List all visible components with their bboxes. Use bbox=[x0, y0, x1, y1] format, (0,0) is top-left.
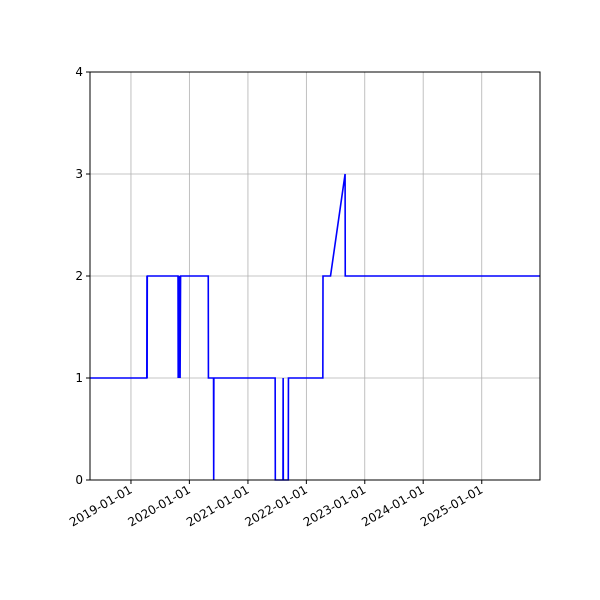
x-tick-label: 2024-01-01 bbox=[359, 482, 426, 529]
y-tick-label: 4 bbox=[75, 65, 83, 79]
y-tick-label: 3 bbox=[75, 167, 83, 181]
x-tick-label: 2025-01-01 bbox=[418, 482, 485, 529]
x-tick-label: 2020-01-01 bbox=[125, 482, 192, 529]
series-line bbox=[90, 173, 540, 481]
series-layer bbox=[90, 173, 540, 481]
y-tick-label: 0 bbox=[75, 473, 83, 487]
y-tick-label: 2 bbox=[75, 269, 83, 283]
x-tick-label: 2019-01-01 bbox=[67, 482, 134, 529]
x-tick-label: 2023-01-01 bbox=[301, 482, 368, 529]
x-tick-label: 2021-01-01 bbox=[184, 482, 251, 529]
x-tick-label: 2022-01-01 bbox=[242, 482, 309, 529]
y-tick-label: 1 bbox=[75, 371, 83, 385]
axis-ticks: 2019-01-012020-01-012021-01-012022-01-01… bbox=[67, 65, 485, 529]
